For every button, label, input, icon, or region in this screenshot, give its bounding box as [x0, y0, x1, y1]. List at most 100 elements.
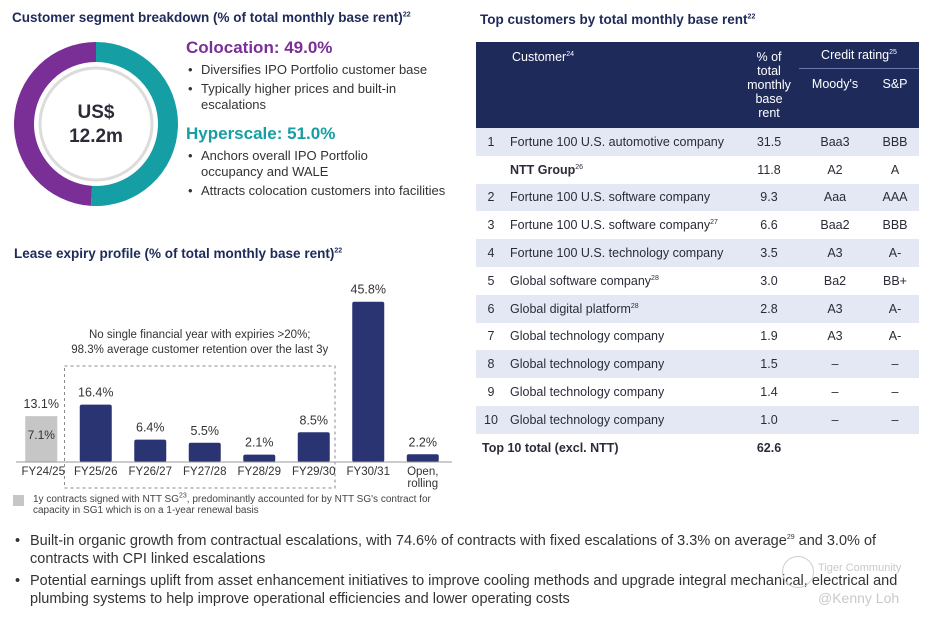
cell-rent: 9.3 — [739, 183, 799, 212]
cell-rank: 4 — [476, 239, 506, 267]
header-moodys: Moody's — [799, 68, 871, 128]
hyperscale-heading: Hyperscale: 51.0% — [186, 124, 336, 143]
category-label: FY27/28 — [183, 466, 226, 478]
cell-customer: Global technology company — [506, 350, 739, 379]
cell-sp: AAA — [871, 183, 919, 212]
bar-fy25-26 — [79, 404, 112, 462]
table-row: 2 Fortune 100 U.S. software company 9.3 Aaa… — [476, 183, 919, 212]
category-label: rolling — [407, 478, 438, 490]
cell-moodys: Ba2 — [799, 266, 871, 295]
header-customer: Customer24 — [506, 42, 739, 128]
customers-table-body: 1 Fortune 100 U.S. automotive company 31.5… — [476, 128, 919, 462]
bar-open-rolling — [406, 454, 439, 462]
cell-rank: 8 — [476, 350, 506, 379]
category-label: FY26/27 — [129, 466, 172, 478]
table-total-row: Top 10 total (excl. NTT) 62.6 — [476, 433, 919, 462]
cell-rank: 7 — [476, 322, 506, 351]
donut-center-label: 12.2m — [69, 126, 123, 147]
annotation-text: No single financial year with expiries >… — [89, 329, 311, 341]
donut-slice-hyperscale — [90, 42, 179, 207]
cell-customer: Fortune 100 U.S. technology company — [506, 239, 739, 267]
colocation-block: Colocation: 49.0% Diversifies IPO Portfo… — [186, 38, 476, 116]
bar-fy24-25 — [25, 416, 58, 462]
cell-rent: 3.5 — [739, 239, 799, 267]
customers-table: Customer24 % of total monthly base rent … — [476, 42, 919, 462]
header-rent: % of total monthly base rent — [739, 42, 799, 128]
cell-sp: – — [871, 350, 919, 379]
lease-legend: 1y contracts signed with NTT SG23, predo… — [13, 492, 453, 516]
bar-fy26-27 — [134, 439, 167, 462]
cell-rank — [476, 155, 506, 184]
cell-sp: – — [871, 378, 919, 406]
cell-rent: 6.6 — [739, 211, 799, 240]
bar-fy27-28 — [188, 442, 221, 462]
cell-sp: A- — [871, 239, 919, 267]
cell-moodys: – — [799, 405, 871, 434]
table-row: 9 Global technology company 1.4– – — [476, 378, 919, 406]
bar-value-label: 2.2% — [409, 435, 438, 449]
bar-fy28-29 — [243, 454, 276, 462]
total-rent: 62.6 — [739, 433, 799, 462]
cell-customer: Global digital platform28 — [506, 294, 739, 323]
bar-sub-label: 7.1% — [28, 428, 56, 442]
category-label: FY29/30 — [292, 466, 335, 478]
category-label: FY25/26 — [74, 466, 117, 478]
table-row: 4 Fortune 100 U.S. technology company 3.5 A… — [476, 239, 919, 267]
cell-rent: 31.5 — [739, 128, 799, 156]
category-label: Open, — [407, 466, 438, 478]
cell-moodys: A3 — [799, 322, 871, 351]
bar-value-label: 5.5% — [191, 424, 220, 438]
bar-fy29-30 — [297, 432, 330, 462]
cell-moodys: Baa2 — [799, 211, 871, 240]
cell-moodys: A3 — [799, 239, 871, 267]
table-row: 5 Global software company28 3.0 Ba2 BB+ — [476, 266, 919, 295]
bar-value-label: 45.8% — [351, 283, 386, 297]
summary-bullet: Built-in organic growth from contractual… — [14, 532, 914, 568]
customers-table-wrap: Customer24 % of total monthly base rent … — [476, 42, 919, 462]
cell-customer: Fortune 100 U.S. software company — [506, 183, 739, 212]
cell-sp: BBB — [871, 128, 919, 156]
lease-title: Lease expiry profile (% of total monthly… — [14, 246, 343, 261]
lease-expiry-chart: No single financial year with expiries >… — [16, 283, 452, 490]
total-label: Top 10 total (excl. NTT) — [476, 433, 739, 462]
table-row: 1 Fortune 100 U.S. automotive company 31.5… — [476, 128, 919, 156]
cell-sp: A — [871, 155, 919, 184]
cell-customer: NTT Group26 — [506, 155, 739, 184]
cell-rank: 3 — [476, 211, 506, 240]
hyperscale-block: Hyperscale: 51.0% Anchors overall IPO Po… — [186, 124, 476, 202]
table-row: 7 Global technology company 1.9 A3 A- — [476, 322, 919, 351]
cell-rank: 9 — [476, 378, 506, 406]
bar-value-label: 16.4% — [78, 386, 113, 400]
cell-rent: 1.0 — [739, 405, 799, 434]
legend-text: 1y contracts signed with NTT SG23, predo… — [33, 492, 431, 516]
watermark: Tiger Community @Kenny Loh — [782, 556, 922, 612]
cell-sp: A- — [871, 322, 919, 351]
watermark-line1: Tiger Community — [818, 562, 902, 574]
segment-donut-chart: US$ 12.2m — [14, 42, 179, 207]
header-rank — [476, 42, 506, 128]
cell-rent: 1.5 — [739, 350, 799, 379]
table-row: NTT Group26 11.8 A2 A — [476, 155, 919, 184]
table-row: 10 Global technology company 1.0– – — [476, 405, 919, 434]
bar-value-label: 2.1% — [245, 436, 274, 450]
cell-sp: BB+ — [871, 266, 919, 295]
colocation-bullet: Diversifies IPO Portfolio customer base — [186, 62, 476, 78]
cell-rent: 3.0 — [739, 266, 799, 295]
hyperscale-bullets: Anchors overall IPO Portfolio occupancy … — [186, 148, 476, 199]
cell-moodys: A3 — [799, 294, 871, 323]
summary-bullets: Built-in organic growth from contractual… — [14, 532, 914, 612]
cell-sp: A- — [871, 294, 919, 323]
hyperscale-bullet: Anchors overall IPO Portfolio occupancy … — [186, 148, 426, 180]
donut-center-label: US$ — [78, 102, 115, 123]
cell-rank: 1 — [476, 128, 506, 156]
cell-rank: 2 — [476, 183, 506, 212]
category-label: FY24/25 — [22, 466, 65, 478]
category-label: FY28/29 — [238, 466, 281, 478]
cell-customer: Global technology company — [506, 322, 739, 351]
watermark-logo-icon — [782, 556, 814, 588]
legend-swatch — [13, 495, 24, 506]
table-row: 8 Global technology company 1.5– – — [476, 350, 919, 379]
customers-title: Top customers by total monthly base rent… — [480, 12, 756, 27]
cell-rent: 11.8 — [739, 155, 799, 184]
cell-moodys: Baa3 — [799, 128, 871, 156]
